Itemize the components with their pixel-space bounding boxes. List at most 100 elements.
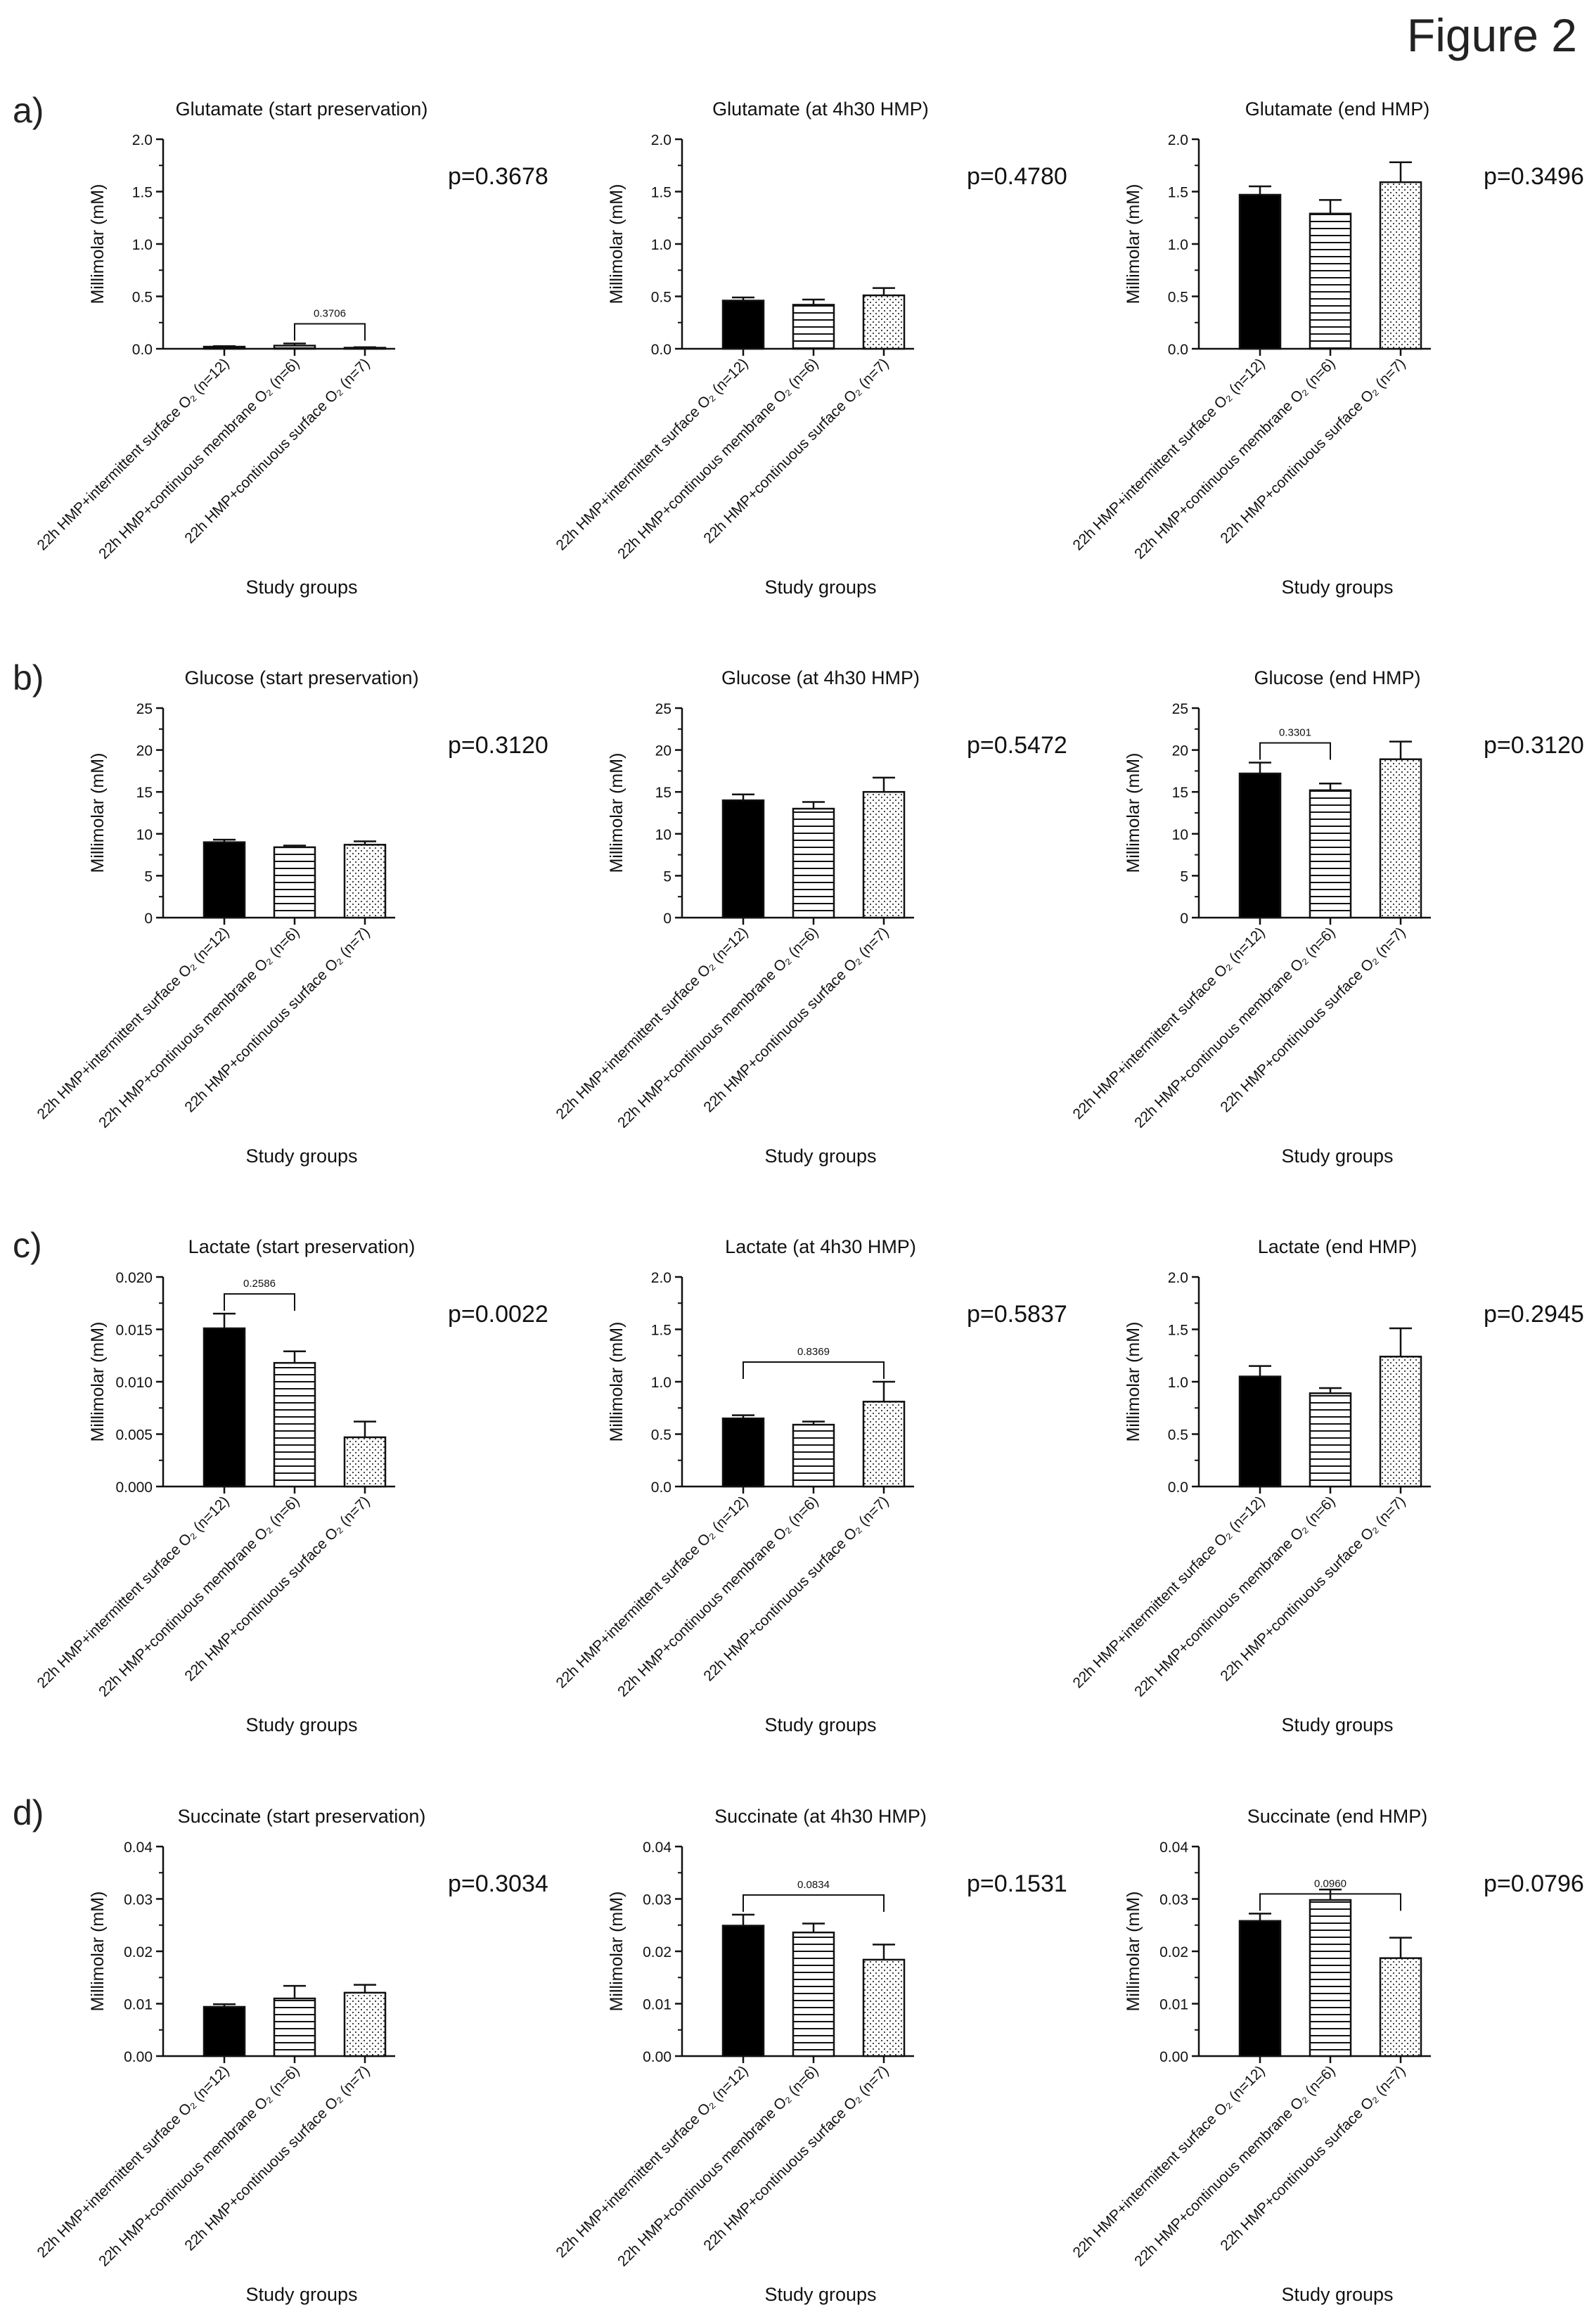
y-axis-label: Millimolar (mM) [1124, 184, 1143, 304]
y-tick-label: 0.00 [1159, 2049, 1188, 2065]
bar-group-1 [203, 841, 246, 919]
y-tick-label: 2.0 [651, 1270, 671, 1286]
chart-title: Lactate (at 4h30 HMP) [725, 1236, 916, 1257]
y-tick-label: 0.01 [124, 1997, 153, 2013]
p-value-label: p=0.3120 [1484, 732, 1584, 759]
y-tick-label: 1.5 [132, 185, 153, 201]
y-tick-label: 0.5 [132, 290, 153, 306]
y-tick-label: 25 [655, 701, 671, 717]
p-value-label: p=0.4780 [967, 163, 1067, 190]
bar-group-3 [862, 294, 906, 350]
y-tick-label: 5 [1180, 868, 1188, 885]
bar-group-2 [792, 1423, 835, 1488]
p-value-label: p=0.0796 [1484, 1870, 1584, 1897]
chart-lactate-at-4h30-hmp: Lactate (at 4h30 HMP) p=0.5837 0.0 0.5 1.0 1.… [553, 1236, 1067, 1735]
y-tick-label: 1.0 [1168, 1375, 1188, 1391]
bar-group-2 [792, 1931, 835, 2057]
bar-group-3 [1379, 1957, 1422, 2057]
x-axis-label: Study groups [764, 577, 876, 598]
y-tick-label: 0.0 [651, 342, 671, 358]
y-axis-label: Millimolar (mM) [88, 1892, 108, 2012]
y-tick-label: 20 [655, 743, 671, 759]
p-value-label: p=0.1531 [967, 1870, 1067, 1897]
chart-succinate-start-preservation: Succinate (start preservation) p=0.3034 0.… [34, 1806, 548, 2305]
y-axis-label: Millimolar (mM) [1124, 1322, 1143, 1442]
y-tick-label: 0.0 [1168, 1479, 1188, 1496]
bracket-p-value: 0.3301 [1279, 726, 1311, 738]
p-value-label: p=0.2945 [1484, 1301, 1584, 1328]
chart-succinate-at-4h30-hmp: Succinate (at 4h30 HMP) p=0.1531 0.00 0.01 0… [553, 1806, 1067, 2305]
chart-title: Succinate (start preservation) [178, 1806, 426, 1827]
significance-bracket [224, 1293, 295, 1311]
bar-group-2 [1309, 1899, 1352, 2057]
bar-group-3 [862, 1401, 906, 1488]
y-tick-label: 1.5 [1168, 1323, 1188, 1339]
y-tick-label: 0.5 [651, 1427, 671, 1444]
y-axis-label: Millimolar (mM) [607, 1892, 626, 2012]
y-axis-label: Millimolar (mM) [88, 184, 108, 304]
p-value-label: p=0.0022 [448, 1301, 548, 1328]
row-label-c: c) [13, 1226, 42, 1265]
bracket-p-value: 0.8369 [797, 1346, 830, 1358]
y-axis-label: Millimolar (mM) [1124, 753, 1143, 873]
x-axis-label: Study groups [1281, 1145, 1393, 1167]
bar-group-3 [343, 844, 387, 919]
y-tick-label: 0.03 [124, 1892, 153, 1908]
p-value-label: p=0.3496 [1484, 163, 1584, 190]
bar-group-3 [1379, 758, 1422, 919]
y-tick-label: 2.0 [1168, 1270, 1188, 1286]
x-axis-label: Study groups [1281, 2284, 1393, 2305]
bar-group-2 [1309, 789, 1352, 919]
y-tick-label: 0 [663, 911, 671, 927]
y-tick-label: 0.015 [115, 1323, 153, 1339]
bracket-p-value: 0.0834 [797, 1879, 830, 1891]
bar-group-1 [721, 1925, 765, 2057]
y-tick-label: 0.00 [124, 2049, 153, 2065]
y-tick-label: 0.02 [124, 1944, 153, 1960]
bracket-p-value: 0.3706 [314, 308, 346, 320]
chart-title: Glucose (at 4h30 HMP) [721, 667, 920, 688]
y-tick-label: 1.0 [132, 237, 153, 253]
y-axis-label: Millimolar (mM) [88, 1322, 108, 1442]
chart-title: Succinate (end HMP) [1247, 1806, 1428, 1827]
x-axis-label: Study groups [245, 1714, 357, 1735]
x-axis-label: Study groups [764, 1145, 876, 1167]
bar-group-1 [721, 300, 765, 350]
chart-glucose-at-4h30-hmp: Glucose (at 4h30 HMP) p=0.5472 0 5 10 15 20 25 M… [553, 667, 1067, 1167]
y-tick-label: 25 [136, 701, 153, 717]
chart-title: Glutamate (start preservation) [176, 98, 428, 120]
y-axis-label: Millimolar (mM) [607, 184, 626, 304]
x-axis-label: Study groups [1281, 577, 1393, 598]
y-tick-label: 1.5 [651, 1323, 671, 1339]
y-tick-label: 1.0 [651, 237, 671, 253]
y-tick-label: 0.0 [651, 1479, 671, 1496]
x-axis-label: Study groups [245, 1145, 357, 1167]
y-tick-label: 1.5 [651, 185, 671, 201]
chart-title: Lactate (start preservation) [188, 1236, 416, 1257]
bar-group-3 [1379, 181, 1422, 350]
y-axis-label: Millimolar (mM) [607, 1322, 626, 1442]
y-tick-label: 0 [144, 911, 153, 927]
y-tick-label: 2.0 [1168, 132, 1188, 148]
y-tick-label: 2.0 [132, 132, 153, 148]
bar-group-1 [1238, 1920, 1282, 2057]
x-axis-label: Study groups [764, 1714, 876, 1735]
bar-group-2 [273, 345, 316, 350]
y-tick-label: 10 [655, 827, 671, 843]
bar-group-1 [1238, 193, 1282, 350]
y-tick-label: 20 [136, 743, 153, 759]
y-tick-label: 1.5 [1168, 185, 1188, 201]
bar-group-2 [273, 1361, 316, 1488]
y-tick-label: 0.5 [1168, 1427, 1188, 1444]
y-tick-label: 0.020 [115, 1270, 153, 1286]
y-tick-label: 1.0 [651, 1375, 671, 1391]
bar-group-2 [792, 807, 835, 919]
y-tick-label: 0.5 [651, 290, 671, 306]
chart-title: Glutamate (at 4h30 HMP) [712, 98, 929, 120]
y-axis-label: Millimolar (mM) [607, 753, 626, 873]
x-axis-label: Study groups [245, 2284, 357, 2305]
y-axis-label: Millimolar (mM) [88, 753, 108, 873]
y-tick-label: 0.03 [643, 1892, 671, 1908]
row-label-a: a) [13, 91, 44, 130]
y-tick-label: 0.01 [1159, 1997, 1188, 2013]
